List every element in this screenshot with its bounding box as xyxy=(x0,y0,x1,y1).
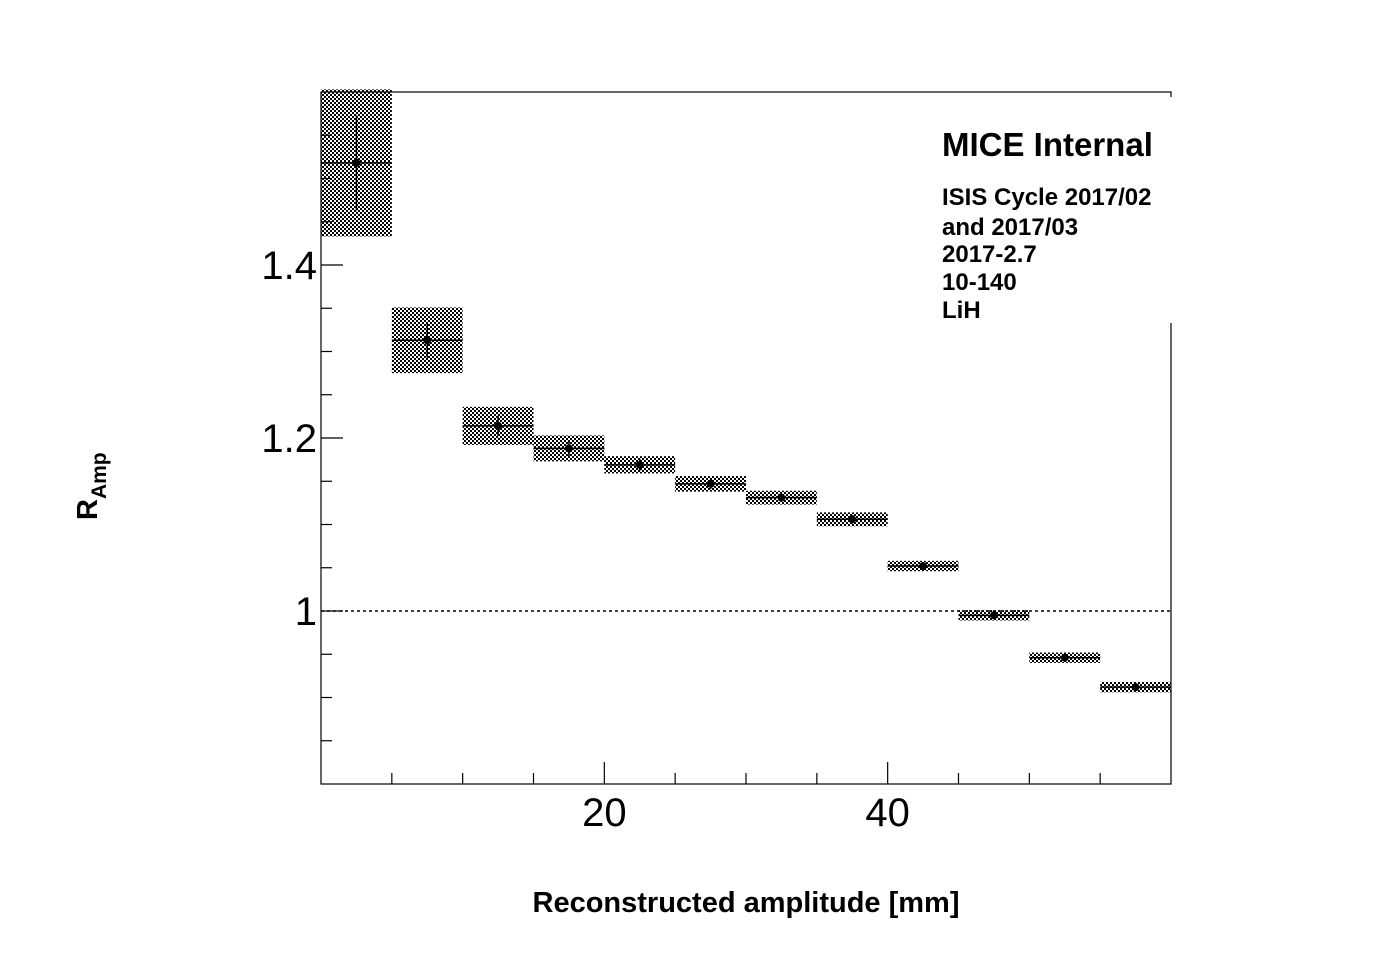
data-point-1 xyxy=(423,336,432,345)
data-point-8 xyxy=(919,562,928,571)
y-tick-label-2: 1.4 xyxy=(261,244,317,288)
x-axis-title: Reconstructed amplitude [mm] xyxy=(533,887,960,919)
y-tick-label-1: 1.2 xyxy=(261,417,317,461)
y-axis-title-sub: Amp xyxy=(88,452,111,499)
axis-ticks: 20 40 1 1.2 1.4 xyxy=(261,134,1101,835)
data-point-2 xyxy=(494,421,503,430)
y-tick-label-0: 1 xyxy=(295,590,317,634)
x-tick-label-20: 20 xyxy=(582,791,627,835)
annotation-box xyxy=(912,97,1174,323)
data-point-11 xyxy=(1131,683,1140,692)
x-tick-label-40: 40 xyxy=(865,791,910,835)
data-points xyxy=(321,115,1171,692)
annotation-line-2: and 2017/03 xyxy=(942,214,1078,241)
data-point-6 xyxy=(777,493,786,502)
svg-text:RAmp: RAmp xyxy=(72,452,111,520)
data-point-4 xyxy=(635,460,644,469)
data-point-0 xyxy=(352,158,361,167)
data-point-9 xyxy=(989,611,998,620)
y-axis-title-main: R xyxy=(72,499,104,520)
annotation-line-4: 10-140 xyxy=(942,269,1017,296)
data-point-10 xyxy=(1060,653,1069,662)
annotation-line-1: ISIS Cycle 2017/02 xyxy=(942,184,1151,211)
annotation-line-5: LiH xyxy=(942,297,981,324)
data-point-5 xyxy=(706,479,715,488)
data-point-3 xyxy=(564,444,573,453)
annotation-line-3: 2017-2.7 xyxy=(942,241,1037,268)
data-point-7 xyxy=(848,515,857,524)
y-axis-title: RAmp xyxy=(72,452,111,520)
annotation-title: MICE Internal xyxy=(942,126,1153,163)
